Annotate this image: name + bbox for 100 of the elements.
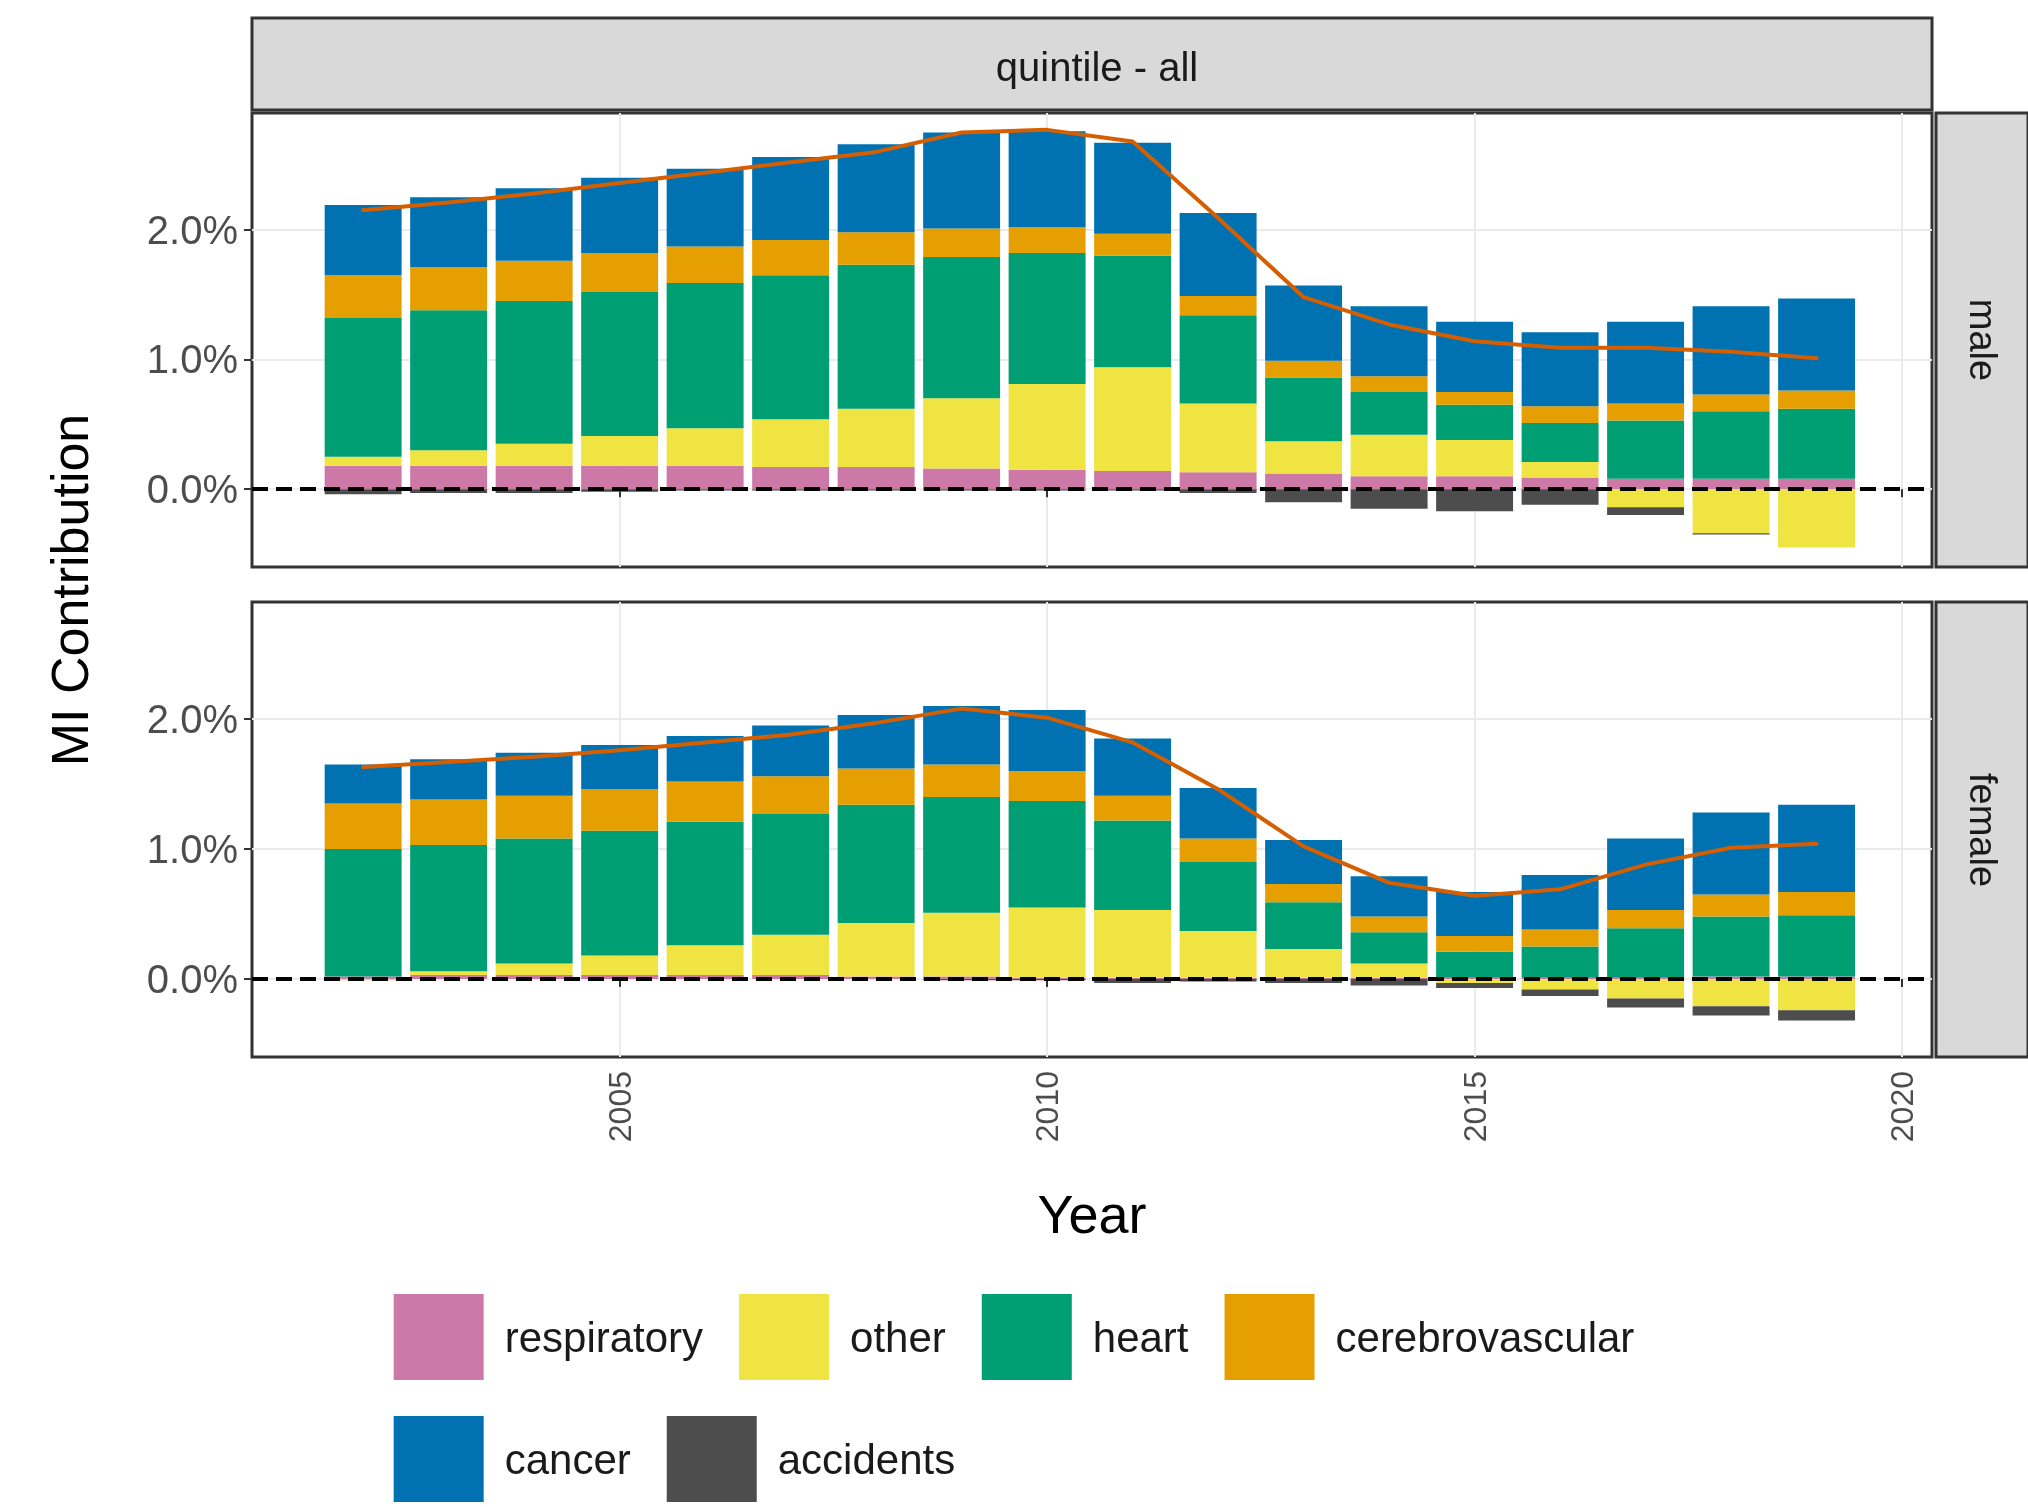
bar (1521, 332, 1599, 407)
bar (581, 435, 659, 466)
bar (752, 467, 830, 490)
bar (495, 188, 573, 261)
bar (923, 797, 1001, 913)
bar (923, 912, 1001, 977)
bar (666, 781, 744, 822)
bar (1778, 891, 1856, 916)
bar (1778, 298, 1856, 391)
bar (410, 759, 488, 800)
bar (752, 776, 830, 814)
bar (923, 132, 1001, 229)
y-tick-label: 2.0% (146, 697, 238, 741)
bar (581, 292, 659, 436)
bar (666, 282, 744, 429)
bar (1436, 489, 1514, 512)
legend-label: accidents (777, 1435, 956, 1483)
bar (1179, 315, 1257, 404)
bar (1607, 998, 1685, 1008)
y-axis-title: MI Contribution (40, 413, 100, 767)
bar (1094, 795, 1172, 821)
bar (1008, 709, 1086, 771)
text: male (1960, 298, 2004, 382)
bar (1179, 862, 1257, 931)
bar (495, 838, 573, 964)
bar (923, 706, 1001, 765)
bar (837, 715, 915, 769)
bar (1179, 838, 1257, 862)
bar (581, 465, 659, 490)
bar (410, 845, 488, 972)
x-tick-label: 2015 (1456, 1071, 1493, 1143)
x-tick-label: 2010 (1029, 1071, 1066, 1143)
bar (1350, 489, 1428, 509)
bar (1607, 403, 1685, 421)
bar (1692, 306, 1770, 395)
bar (581, 789, 659, 831)
y-tick-label: 2.0% (146, 207, 238, 252)
bar (581, 177, 659, 254)
legend-label: respiratory (504, 1313, 704, 1361)
bar (581, 830, 659, 956)
bar (1521, 929, 1599, 947)
bar (1607, 321, 1685, 404)
bar (1778, 408, 1856, 479)
bar (1265, 285, 1343, 361)
bar (1607, 489, 1685, 508)
bar (923, 256, 1001, 399)
y-tick-label: 1.0% (146, 827, 238, 871)
bar (923, 228, 1001, 257)
bar (1094, 142, 1172, 234)
bar (410, 450, 488, 466)
bar (1521, 946, 1599, 978)
bar (666, 465, 744, 490)
bar (1692, 1006, 1770, 1016)
bar (324, 456, 402, 466)
bar (1179, 787, 1257, 839)
bar (1008, 771, 1086, 801)
bar (1179, 403, 1257, 473)
bar (1521, 489, 1599, 505)
bar (1692, 394, 1770, 412)
bar (752, 275, 830, 420)
bar (666, 168, 744, 247)
bar (837, 264, 915, 409)
bar (1265, 884, 1343, 903)
bar (1436, 982, 1514, 989)
bar (1179, 295, 1257, 316)
bar (1350, 391, 1428, 435)
bar (1265, 441, 1343, 474)
bar (1179, 472, 1257, 490)
bar (666, 821, 744, 946)
x-axis-title: Year (1037, 1184, 1147, 1244)
bar (837, 467, 915, 490)
x-tick-label: 2020 (1884, 1071, 1921, 1143)
y-tick-label: 0.0% (146, 957, 238, 1001)
bar (1521, 406, 1599, 424)
bar (1350, 434, 1428, 477)
y-tick-label: 1.0% (146, 337, 238, 382)
bar (1350, 932, 1428, 964)
bar (1265, 839, 1343, 885)
bar (1436, 439, 1514, 477)
bar (1521, 989, 1599, 996)
bar (1008, 384, 1086, 470)
bar (1265, 377, 1343, 442)
bar (752, 934, 830, 976)
bar (1350, 876, 1428, 917)
bar (1265, 360, 1343, 378)
bar (1436, 391, 1514, 405)
bar (1692, 979, 1770, 1007)
bar (1607, 928, 1685, 978)
bar (324, 764, 402, 804)
bar (1778, 804, 1856, 892)
bar (495, 443, 573, 466)
bar (1607, 838, 1685, 911)
bar (1008, 253, 1086, 385)
bar (1008, 800, 1086, 908)
bar (1436, 936, 1514, 952)
line-series (361, 706, 1819, 898)
bar (1008, 469, 1086, 490)
legend-label: other (850, 1313, 946, 1361)
bar (1692, 812, 1770, 895)
bar (1265, 949, 1343, 978)
